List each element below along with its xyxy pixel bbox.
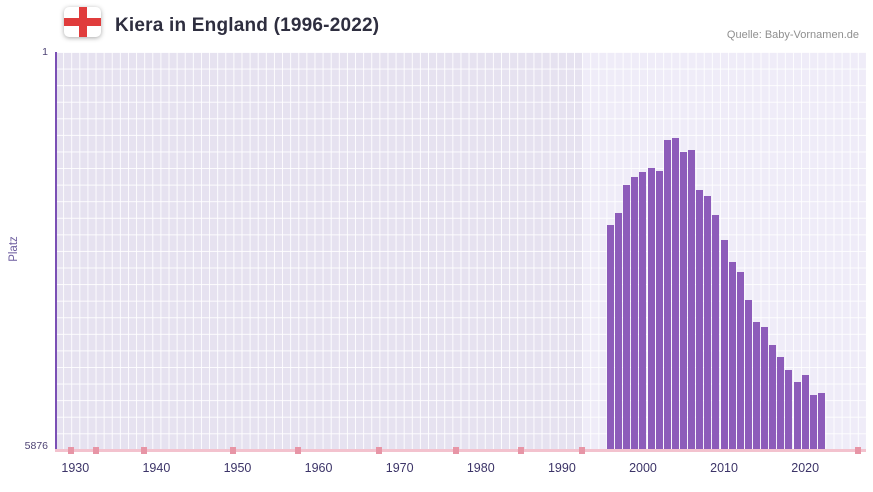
bar-2000 <box>639 171 647 450</box>
bar-2002 <box>655 171 663 450</box>
bar-2014 <box>753 322 760 450</box>
plot-area <box>55 52 866 450</box>
axis-marker <box>230 447 237 454</box>
y-tick-top: 1 <box>42 46 48 58</box>
x-tick-label-2020: 2020 <box>791 461 820 475</box>
bar-2018 <box>785 370 793 450</box>
bar-2017 <box>777 356 785 450</box>
bar-2011 <box>728 261 736 450</box>
axis-marker <box>579 447 586 454</box>
bar-2001 <box>647 167 655 450</box>
x-tick-label-1950: 1950 <box>223 461 252 475</box>
bar-2004 <box>671 137 679 450</box>
bar-2012 <box>736 272 744 450</box>
bar-2020 <box>801 375 809 450</box>
bar-2007 <box>696 190 704 450</box>
bar-2016 <box>769 345 777 450</box>
england-flag-icon <box>64 7 101 37</box>
axis-marker <box>141 447 148 454</box>
x-axis-line <box>55 447 866 454</box>
axis-marker <box>92 447 99 454</box>
bar-2005 <box>680 152 688 450</box>
y-axis-title: Platz <box>8 236 20 262</box>
bar-2019 <box>793 381 801 450</box>
page-title: Kiera in England (1996-2022) <box>115 15 380 36</box>
axis-marker <box>854 447 861 454</box>
bar-1998 <box>623 184 631 450</box>
bar-2015 <box>761 326 769 450</box>
flag-cross-horizontal <box>64 18 101 26</box>
bar-1996 <box>607 225 615 450</box>
axis-marker <box>453 447 460 454</box>
x-tick-label-2010: 2010 <box>710 461 738 475</box>
bar-2003 <box>663 140 671 450</box>
x-tick-label-1960: 1960 <box>304 461 333 475</box>
x-tick-label-1990: 1990 <box>547 461 576 475</box>
axis-marker <box>295 447 302 454</box>
bar-2010 <box>720 240 728 450</box>
x-tick-label-2000: 2000 <box>629 461 657 475</box>
x-tick-label-1940: 1940 <box>142 461 171 475</box>
bar-2006 <box>688 150 696 450</box>
y-tick-bottom: 5876 <box>24 440 48 452</box>
bars-layer <box>55 52 866 450</box>
axis-marker <box>68 447 75 454</box>
bar-1997 <box>615 213 623 450</box>
axis-marker <box>518 447 525 454</box>
y-axis-line <box>55 52 57 450</box>
x-tick-label-1980: 1980 <box>466 461 495 475</box>
axis-marker <box>376 447 383 454</box>
bar-2013 <box>744 299 752 450</box>
bar-2008 <box>704 196 712 450</box>
x-tick-labels: 1930 1940 1950 1960 1970 1980 1990 2000 2010 2020 <box>55 460 866 480</box>
bar-1999 <box>631 177 639 450</box>
bar-2021 <box>809 395 817 450</box>
bar-2022 <box>817 393 825 450</box>
bar-2009 <box>712 215 720 450</box>
source-link[interactable]: Quelle: Baby-Vornamen.de <box>726 29 859 41</box>
x-tick-label-1970: 1970 <box>385 461 414 475</box>
x-tick-label-1930: 1930 <box>61 461 90 475</box>
